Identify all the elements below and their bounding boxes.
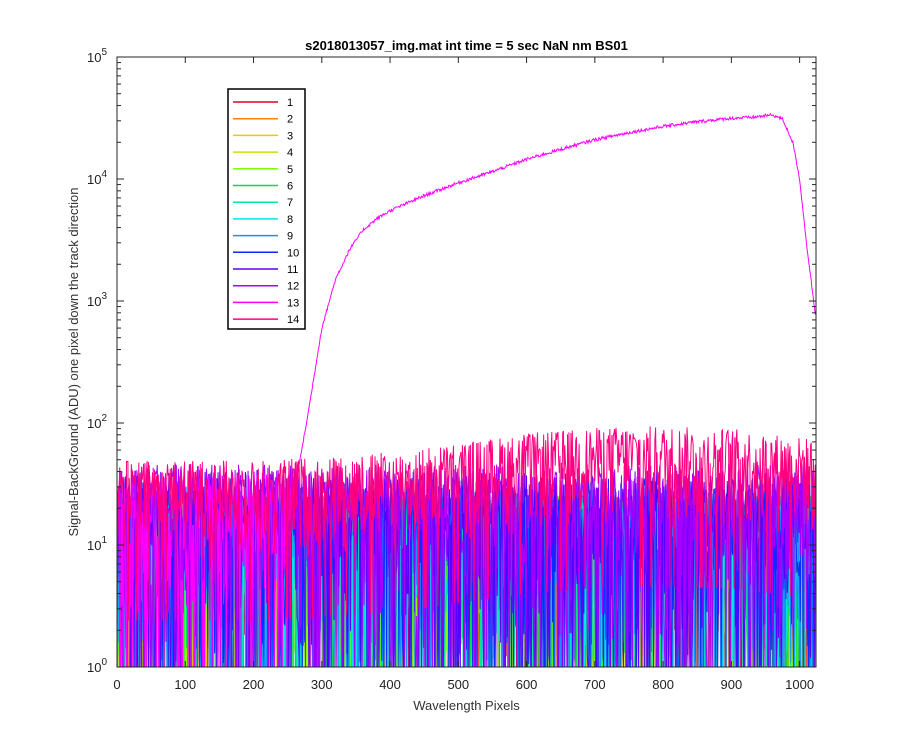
legend-label-6: 6 — [287, 181, 293, 193]
series-line-14 — [117, 426, 816, 621]
x-tick-label: 1000 — [785, 677, 814, 692]
y-tick-label: 100 — [87, 657, 107, 675]
legend-label-13: 13 — [287, 297, 299, 309]
series-line-13 — [117, 112, 816, 667]
legend-label-7: 7 — [287, 197, 293, 209]
x-axis-label: Wavelength Pixels — [413, 698, 520, 713]
x-tick-label: 800 — [652, 677, 674, 692]
y-tick-label: 103 — [87, 291, 107, 309]
x-tick-label: 500 — [447, 677, 469, 692]
chart-title: s2018013057_img.mat int time = 5 sec NaN… — [305, 38, 628, 53]
x-tick-label: 900 — [721, 677, 743, 692]
legend-label-12: 12 — [287, 281, 299, 293]
x-tick-label: 700 — [584, 677, 606, 692]
y-tick-label: 102 — [87, 413, 107, 431]
legend-label-1: 1 — [287, 97, 293, 109]
legend-label-3: 3 — [287, 130, 293, 142]
legend-label-11: 11 — [287, 264, 298, 276]
x-tick-label: 300 — [311, 677, 333, 692]
legend-label-5: 5 — [287, 164, 293, 176]
x-tick-label: 400 — [379, 677, 401, 692]
y-tick-label: 104 — [87, 169, 107, 187]
y-tick-label: 101 — [87, 535, 107, 553]
legend-label-4: 4 — [287, 147, 293, 159]
x-tick-label: 100 — [174, 677, 196, 692]
legend-label-9: 9 — [287, 231, 293, 243]
plot-frame — [116, 56, 817, 668]
legend-box — [227, 88, 306, 330]
legend-label-2: 2 — [287, 114, 293, 126]
y-tick-label: 105 — [87, 47, 107, 65]
y-axis-label: Signal-BackGround (ADU) one pixel down t… — [66, 187, 81, 536]
x-tick-label: 200 — [243, 677, 265, 692]
series-layer — [117, 112, 816, 667]
legend-label-14: 14 — [287, 314, 299, 326]
legend-label-8: 8 — [287, 214, 293, 226]
x-tick-label: 0 — [113, 677, 120, 692]
legend-label-10: 10 — [287, 247, 299, 259]
x-tick-label: 600 — [516, 677, 538, 692]
x-axis: 0 100 200 300 400 500 600 700 800 900 1000 — [113, 57, 814, 692]
